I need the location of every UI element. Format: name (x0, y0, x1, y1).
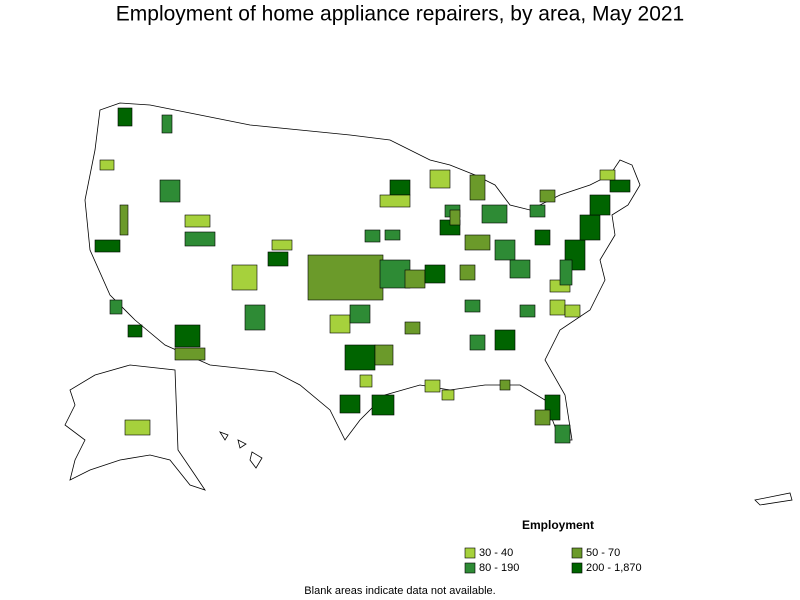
area-region (117, 107, 133, 127)
area-region (99, 159, 115, 171)
area-region (464, 299, 481, 313)
area-region (159, 179, 181, 203)
area-region (509, 259, 531, 279)
area-region (494, 329, 516, 351)
legend-label: 80 - 190 (479, 562, 519, 574)
legend-swatch (464, 547, 476, 559)
area-region (359, 374, 373, 388)
area-region (494, 239, 516, 261)
area-region (267, 251, 289, 267)
legend-swatch (464, 562, 476, 574)
footnote: Blank areas indicate data not available. (304, 585, 495, 597)
area-region (404, 269, 426, 289)
area-region (579, 214, 601, 241)
area-region (534, 409, 551, 426)
area-region (127, 324, 143, 338)
area-region (174, 324, 201, 348)
area-region (469, 334, 486, 351)
area-region (609, 179, 631, 193)
area-region (589, 194, 611, 216)
area-region (599, 169, 616, 181)
area-region (499, 379, 511, 391)
area-region (231, 264, 258, 291)
area-region (549, 299, 566, 316)
area-region (271, 239, 293, 251)
legend-label: 200 - 1,870 (586, 562, 642, 574)
area-region (174, 347, 206, 361)
area-region (307, 254, 384, 301)
area-region (449, 209, 461, 226)
area-region (424, 379, 441, 393)
area-region (404, 321, 421, 335)
area-region (374, 344, 394, 366)
area-region (124, 419, 151, 436)
area-region (554, 424, 571, 444)
area-region (519, 304, 536, 318)
area-region (481, 204, 508, 224)
area-region (424, 264, 446, 284)
map-title: Employment of home appliance repairers, … (116, 3, 684, 26)
area-region (161, 114, 173, 134)
area-region (539, 189, 556, 203)
legend-swatch (571, 547, 583, 559)
area-region (371, 394, 395, 416)
area-region (364, 229, 381, 243)
area-region (429, 169, 451, 189)
area-region (119, 204, 129, 236)
area-region (344, 344, 376, 371)
legend-title: Employment (522, 518, 594, 532)
area-region (379, 194, 411, 208)
area-region (529, 204, 546, 218)
area-region (469, 174, 486, 201)
map (64, 102, 793, 506)
hawaii (237, 439, 247, 449)
area-region (109, 299, 123, 315)
legend-label: 30 - 40 (479, 547, 513, 559)
legend-swatch (571, 562, 583, 574)
area-region (441, 389, 455, 401)
legend: Employment 30 - 40 50 - 70 80 - 190 200 - 1… (464, 518, 642, 574)
area-region (94, 239, 121, 253)
area-region (534, 229, 551, 246)
area-region (339, 394, 361, 414)
area-region (384, 229, 401, 241)
area-region (184, 231, 216, 247)
legend-label: 50 - 70 (586, 547, 620, 559)
puerto-rico (754, 492, 793, 506)
area-region (459, 264, 476, 281)
area-region (464, 234, 491, 251)
area-region (349, 304, 371, 324)
hawaii (219, 431, 229, 441)
hawaii (249, 451, 263, 469)
area-region (389, 179, 411, 196)
area-region (329, 314, 351, 334)
area-region (559, 259, 573, 286)
area-region (564, 304, 581, 318)
area-region (244, 304, 266, 331)
area-region (184, 214, 211, 228)
